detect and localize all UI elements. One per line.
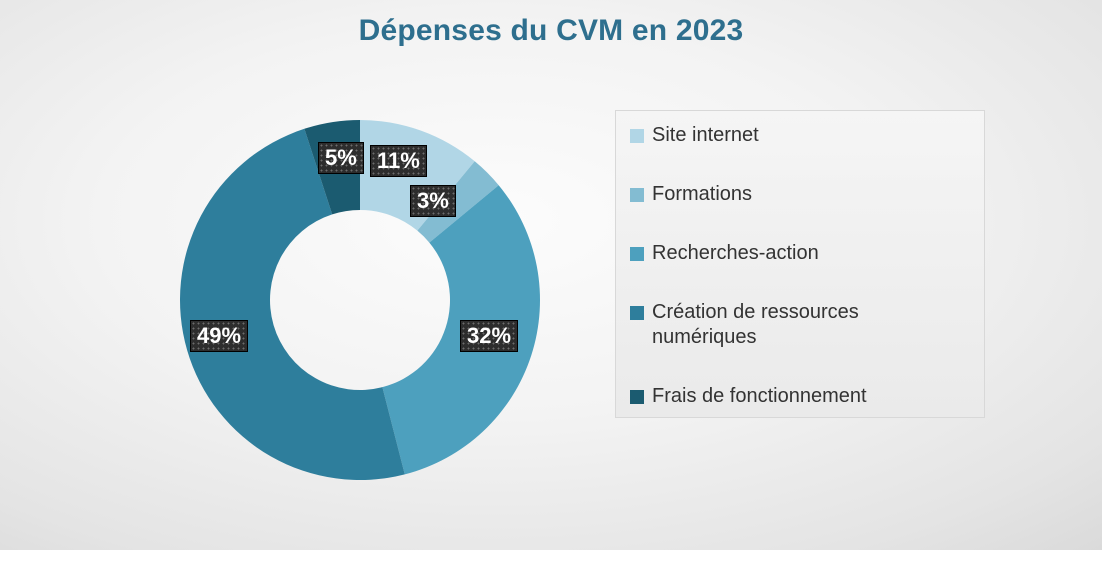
- legend-item: Recherches-action: [630, 241, 970, 266]
- data-label-creation_num: 49%: [190, 320, 248, 352]
- legend-swatch: [630, 306, 644, 320]
- legend-item: Frais de fonctionnement: [630, 384, 970, 409]
- legend-item: Création de ressources numériques: [630, 300, 970, 350]
- legend-label: Recherches-action: [652, 241, 819, 266]
- doughnut-svg: [0, 0, 720, 560]
- legend-label: Création de ressources numériques: [652, 300, 942, 350]
- legend-swatch: [630, 390, 644, 404]
- data-label-recherches: 32%: [460, 320, 518, 352]
- legend-swatch: [630, 188, 644, 202]
- legend-label: Formations: [652, 182, 752, 207]
- legend-swatch: [630, 247, 644, 261]
- legend-label: Site internet: [652, 123, 759, 148]
- chart-stage: Dépenses du CVM en 2023 Site internetFor…: [0, 0, 1102, 550]
- legend-item: Formations: [630, 182, 970, 207]
- doughnut-chart: [0, 0, 720, 565]
- data-label-formations: 3%: [410, 185, 456, 217]
- data-label-frais: 5%: [318, 142, 364, 174]
- legend: Site internet Formations Recherches-action…: [615, 110, 985, 418]
- legend-item: Site internet: [630, 123, 970, 148]
- legend-swatch: [630, 129, 644, 143]
- legend-label: Frais de fonctionnement: [652, 384, 867, 409]
- data-label-site_internet: 11%: [370, 145, 427, 177]
